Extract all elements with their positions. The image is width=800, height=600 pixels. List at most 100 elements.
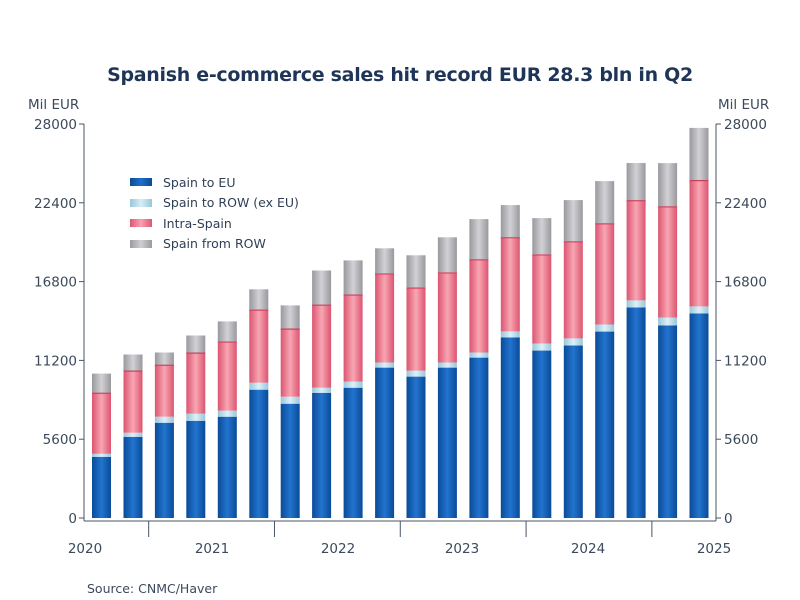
chart-title: Spanish e-commerce sales hit record EUR …: [107, 64, 693, 86]
bar-segment-intra-spain-2024Q1: [532, 254, 552, 344]
bar-segment-spain-to-eu-2023Q3: [469, 357, 489, 518]
bar-segment-intra-spain-2023Q2: [437, 272, 457, 363]
legend-swatch-spain-to-eu: [130, 178, 152, 187]
bar-segment-spain-to-eu-2024Q3: [595, 331, 615, 518]
bar-edge: [658, 206, 678, 208]
bar-segment-spain-from-row-2024Q1: [532, 218, 552, 255]
y-tick-label-left: 5600: [43, 432, 77, 448]
bar-segment-spain-to-row-ex-eu-2023Q3: [469, 352, 489, 358]
bar-segment-spain-from-row-2022Q1: [280, 305, 300, 329]
bar-segment-spain-to-eu-2024Q4: [626, 307, 646, 518]
bar-segment-spain-to-eu-2025Q2: [689, 313, 709, 518]
y-tick-label-right: 0: [724, 511, 733, 527]
bar-segment-spain-from-row-2024Q3: [595, 181, 615, 224]
x-tick-label-2020: 2020: [68, 541, 102, 557]
legend-label: Spain from ROW: [163, 236, 266, 252]
legend: Spain to EU Spain to ROW (ex EU) Intra-S…: [130, 172, 299, 254]
y-tick-label-left: 16800: [34, 275, 77, 291]
bar-segment-intra-spain-2022Q4: [375, 273, 395, 363]
bar-segment-spain-from-row-2021Q4: [249, 289, 269, 310]
bar-segment-spain-to-row-ex-eu-2020Q3: [92, 453, 111, 457]
bar-segment-intra-spain-2021Q1: [154, 364, 174, 417]
bar-edge: [532, 254, 552, 256]
bar-segment-intra-spain-2024Q4: [626, 200, 646, 301]
bar-segment-intra-spain-2023Q3: [469, 259, 489, 353]
bar-segment-spain-to-eu-2021Q4: [249, 389, 269, 518]
bar-segment-spain-to-eu-2025Q1: [658, 325, 678, 518]
y-tick-label-left: 0: [68, 511, 77, 527]
y-tick-label-right: 11200: [724, 353, 767, 369]
x-tick-label-2025: 2025: [697, 541, 731, 557]
bar-segment-spain-to-row-ex-eu-2023Q1: [406, 370, 426, 377]
bar-segment-spain-to-eu-2024Q1: [532, 350, 552, 518]
bar-segment-spain-to-eu-2020Q4: [123, 436, 143, 518]
bar-segment-intra-spain-2022Q3: [343, 294, 363, 382]
bar-segment-intra-spain-2021Q3: [217, 341, 237, 411]
bar-segment-spain-from-row-2021Q1: [154, 352, 174, 365]
bar-segment-spain-from-row-2021Q3: [217, 321, 237, 342]
bar-segment-spain-to-row-ex-eu-2021Q3: [217, 410, 237, 417]
left-axis-unit: Mil EUR: [28, 97, 80, 113]
bar-edge: [595, 223, 615, 225]
bar-segment-spain-from-row-2023Q1: [406, 255, 426, 288]
bar-segment-intra-spain-2021Q2: [186, 352, 206, 414]
bar-edge: [92, 392, 111, 394]
legend-swatch-spain-from-row: [130, 239, 152, 248]
bar-segment-spain-to-eu-2022Q4: [375, 367, 395, 518]
bar-segment-spain-to-eu-2024Q2: [563, 345, 583, 518]
bar-segment-spain-to-eu-2023Q2: [437, 367, 457, 518]
legend-item-spain-to-eu: Spain to EU: [130, 172, 299, 193]
bar-edge: [249, 309, 269, 311]
y-tick-label-right: 22400: [724, 196, 767, 212]
y-tick-label-left: 22400: [34, 196, 77, 212]
bar-segment-intra-spain-2025Q2: [689, 180, 709, 307]
bar-segment-spain-to-eu-2022Q3: [343, 387, 363, 518]
bar-segment-spain-from-row-2024Q2: [563, 200, 583, 242]
bar-segment-intra-spain-2021Q4: [249, 309, 269, 383]
bar-segment-spain-to-eu-2021Q2: [186, 420, 206, 518]
bar-segment-spain-to-eu-2020Q3: [92, 456, 111, 518]
bars-group: [92, 127, 709, 518]
bar-segment-spain-to-row-ex-eu-2025Q2: [689, 306, 709, 314]
y-tick-label-right: 28000: [724, 117, 767, 133]
bar-edge: [375, 273, 395, 275]
bar-segment-intra-spain-2023Q1: [406, 287, 426, 371]
bar-edge: [343, 294, 363, 296]
bar-segment-spain-to-eu-2023Q1: [406, 376, 426, 518]
y-tick-label-left: 11200: [34, 353, 77, 369]
legend-item-intra-spain: Intra-Spain: [130, 213, 299, 234]
bar-segment-intra-spain-2022Q1: [280, 328, 300, 397]
bar-edge: [406, 287, 426, 289]
bar-segment-spain-to-row-ex-eu-2024Q1: [532, 343, 552, 351]
bar-edge: [469, 259, 489, 261]
legend-label: Spain to ROW (ex EU): [163, 195, 299, 211]
bar-segment-spain-from-row-2024Q4: [626, 163, 646, 201]
bar-segment-spain-from-row-2020Q4: [123, 354, 143, 371]
bar-segment-spain-to-eu-2021Q3: [217, 416, 237, 518]
bar-segment-spain-to-row-ex-eu-2024Q3: [595, 324, 615, 332]
bar-edge: [563, 241, 583, 243]
legend-swatch-intra-spain: [130, 219, 152, 228]
bar-segment-spain-to-row-ex-eu-2022Q3: [343, 381, 363, 388]
bar-segment-intra-spain-2020Q3: [92, 392, 111, 454]
bar-edge: [123, 370, 143, 372]
bar-segment-intra-spain-2024Q2: [563, 241, 583, 339]
bar-segment-intra-spain-2024Q3: [595, 223, 615, 325]
bar-segment-spain-to-row-ex-eu-2021Q2: [186, 413, 206, 421]
bar-segment-spain-to-eu-2022Q2: [312, 392, 332, 518]
legend-swatch-spain-to-row: [130, 198, 152, 207]
bar-segment-spain-to-row-ex-eu-2024Q4: [626, 300, 646, 308]
bar-segment-spain-to-row-ex-eu-2020Q4: [123, 432, 143, 437]
bar-segment-spain-from-row-2022Q4: [375, 248, 395, 274]
y-tick-label-right: 5600: [724, 432, 758, 448]
bar-segment-spain-from-row-2022Q2: [312, 270, 332, 305]
legend-label: Spain to EU: [163, 174, 236, 190]
bar-segment-spain-from-row-2025Q1: [658, 163, 678, 207]
bar-segment-spain-from-row-2023Q2: [437, 237, 457, 273]
bar-segment-spain-from-row-2025Q2: [689, 127, 709, 180]
legend-item-spain-from-row: Spain from ROW: [130, 234, 299, 255]
bar-segment-spain-to-row-ex-eu-2023Q2: [437, 362, 457, 368]
bar-edge: [437, 272, 457, 274]
bar-segment-intra-spain-2023Q4: [500, 237, 520, 332]
